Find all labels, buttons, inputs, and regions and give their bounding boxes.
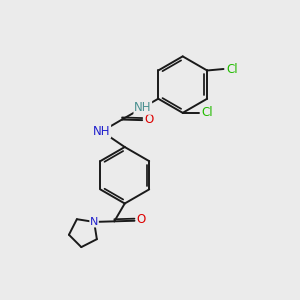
Text: Cl: Cl <box>202 106 213 119</box>
Text: NH: NH <box>93 125 110 138</box>
Text: Cl: Cl <box>226 62 238 76</box>
Text: O: O <box>136 213 146 226</box>
Text: NH: NH <box>134 101 152 114</box>
Text: O: O <box>144 113 153 126</box>
Text: N: N <box>90 217 98 227</box>
